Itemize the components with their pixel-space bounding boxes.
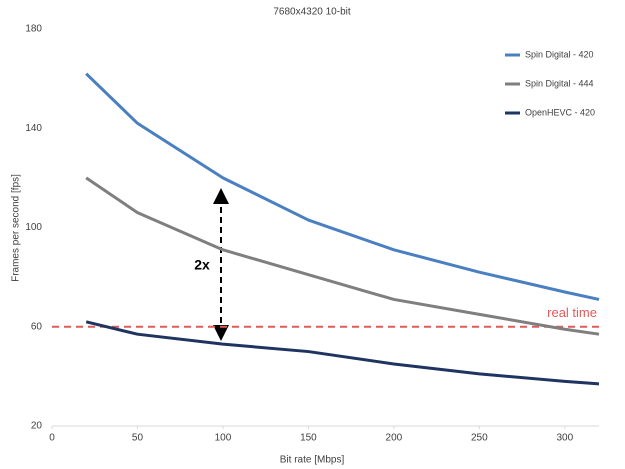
series-line <box>85 72 600 301</box>
x-tick-label: 0 <box>49 433 55 444</box>
series-line <box>85 320 600 386</box>
x-axis-label: Bit rate [Mbps] <box>280 455 345 466</box>
x-tick-label: 50 <box>132 433 144 444</box>
series-line <box>85 176 600 336</box>
x-tick-label: 100 <box>215 433 232 444</box>
annotation: 2x <box>194 257 210 273</box>
x-tick-label: 150 <box>300 433 317 444</box>
reference-label: real time <box>547 305 597 320</box>
y-tick-label: 180 <box>25 24 42 35</box>
y-tick-label: 100 <box>25 222 42 233</box>
legend-label: Spin Digital - 420 <box>525 49 594 59</box>
y-tick-label: 60 <box>31 321 43 332</box>
x-tick-label: 250 <box>471 433 488 444</box>
y-axis-label: Frames per second [fps] <box>11 174 22 282</box>
chart-title: 7680x4320 10-bit <box>273 7 351 18</box>
y-tick-label: 20 <box>31 421 43 432</box>
x-tick-label: 300 <box>556 433 573 444</box>
legend-label: OpenHEVC - 420 <box>525 107 595 117</box>
legend-label: Spin Digital - 444 <box>525 78 594 88</box>
y-tick-label: 140 <box>25 123 42 134</box>
x-tick-label: 200 <box>386 433 403 444</box>
